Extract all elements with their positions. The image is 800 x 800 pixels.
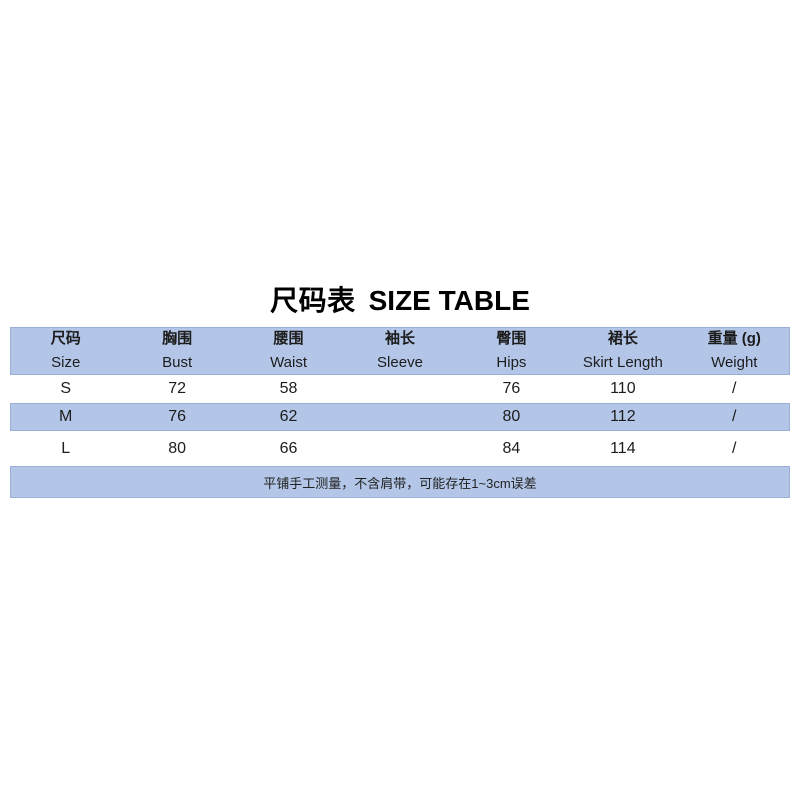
page-title-zh: 尺码表 (270, 285, 356, 316)
table-cell: 114 (610, 439, 636, 457)
header-skirt-length: 裙长 Skirt Length (567, 327, 678, 375)
page-title-en: SIZE TABLE (368, 285, 530, 316)
header-weight-en: Weight (711, 354, 758, 371)
header-size: 尺码 Size (10, 327, 121, 375)
table-cell: 110 (610, 380, 636, 397)
header-weight-zh: 重量 (g) (707, 330, 761, 347)
page-title: 尺码表 SIZE TABLE (0, 279, 800, 319)
header-weight: 重量 (g) Weight (679, 327, 790, 375)
header-sleeve-zh: 袖长 (384, 330, 415, 347)
table-note: 平铺手工测量，不含肩带，可能存在1~3cm误差 (10, 466, 790, 498)
table-cell: L (61, 439, 71, 457)
header-hips: 臀围 Hips (456, 327, 567, 375)
table-note-text: 平铺手工测量，不含肩带，可能存在1~3cm误差 (263, 475, 537, 491)
table-header-row: 尺码 Size 胸围 Bust 腰围 Waist 袖长 Sleeve 臀围 Hi… (10, 327, 790, 375)
header-bust: 胸围 Bust (121, 327, 232, 375)
header-waist-en: Waist (270, 354, 308, 371)
header-sleeve: 袖长 Sleeve (344, 327, 455, 375)
table-cell: S (60, 380, 72, 397)
header-waist: 腰围 Waist (233, 327, 344, 375)
table-cell: 76 (502, 380, 521, 397)
table-cell: 72 (168, 380, 187, 397)
table-cell: 76 (168, 408, 187, 425)
header-skirt-length-en: Skirt Length (582, 354, 663, 371)
table-cell: / (732, 408, 737, 425)
header-hips-en: Hips (496, 354, 527, 371)
table-cell: 62 (279, 408, 298, 425)
table-cell: / (732, 439, 737, 457)
table-cell: 84 (502, 439, 521, 457)
header-bust-zh: 胸围 (162, 330, 193, 347)
table-cell: 80 (168, 439, 187, 457)
header-size-zh: 尺码 (50, 330, 81, 347)
header-hips-zh: 臀围 (496, 330, 527, 347)
header-size-en: Size (51, 354, 81, 371)
table-row-l: L 80 66 84 114 / (10, 431, 790, 466)
table-cell: M (59, 408, 73, 425)
table-cell: 66 (279, 439, 298, 457)
header-bust-en: Bust (162, 354, 193, 371)
table-cell: 112 (610, 408, 636, 425)
table-cell: 80 (502, 408, 521, 425)
table-cell: 58 (279, 380, 298, 397)
header-sleeve-en: Sleeve (377, 354, 423, 371)
header-waist-zh: 腰围 (273, 330, 304, 347)
header-skirt-length-zh: 裙长 (607, 330, 638, 347)
table-cell: / (732, 380, 737, 397)
table-row-s: S 72 58 76 110 / (10, 375, 790, 403)
size-table: 尺码 Size 胸围 Bust 腰围 Waist 袖长 Sleeve 臀围 Hi… (10, 327, 790, 498)
table-row-m: M 76 62 80 112 / (10, 403, 790, 431)
